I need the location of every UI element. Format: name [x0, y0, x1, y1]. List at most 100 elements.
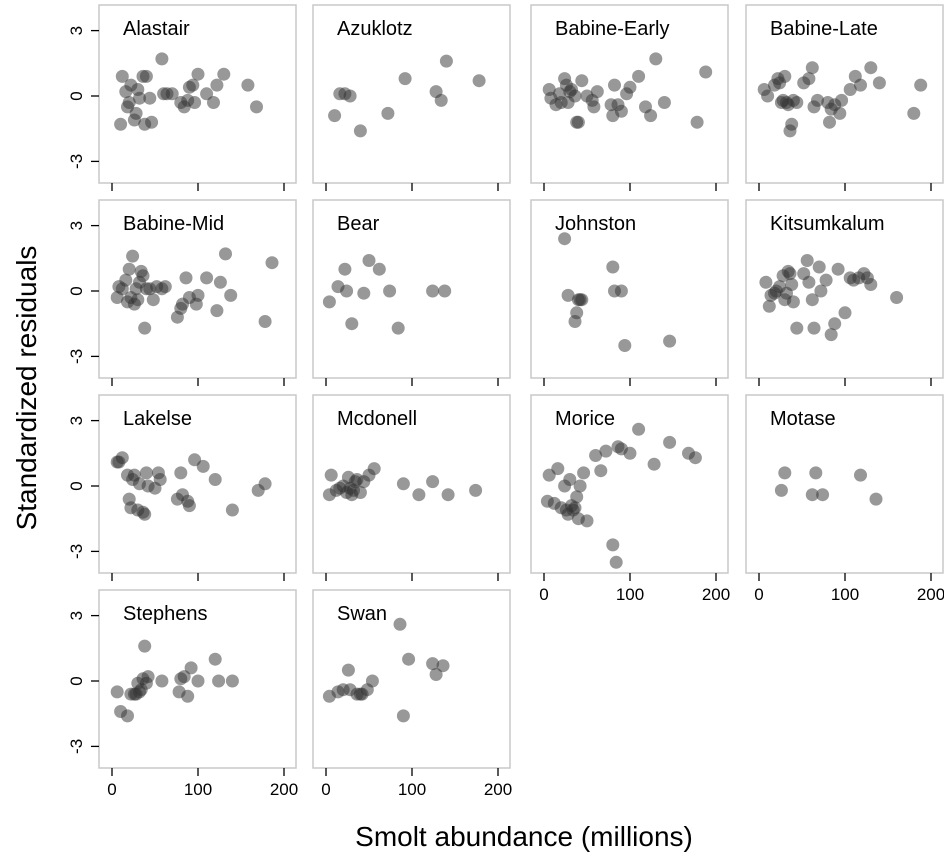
y-tick-label: -3	[67, 544, 86, 559]
x-tick-label: 0	[107, 780, 116, 799]
data-point	[210, 78, 224, 92]
data-point	[761, 89, 775, 103]
data-point	[196, 459, 210, 473]
data-point	[606, 538, 620, 552]
data-point	[838, 306, 852, 320]
data-point	[219, 247, 232, 261]
y-tick-label: 0	[67, 91, 86, 100]
x-tick-label: 100	[184, 780, 212, 799]
data-point	[587, 100, 601, 114]
y-tick-label: -3	[67, 739, 86, 754]
data-point	[778, 466, 792, 480]
data-point	[778, 69, 792, 83]
data-point	[575, 293, 589, 307]
data-point	[131, 293, 145, 307]
panel-morice: Morice 0 100 200	[530, 394, 730, 604]
data-point	[438, 284, 452, 298]
data-point	[343, 89, 357, 103]
x-tick-label: 200	[917, 585, 944, 604]
data-point	[398, 72, 412, 86]
y-tick-label: -3	[67, 154, 86, 169]
data-point	[786, 295, 800, 309]
panel-azuklotz: Azuklotz	[312, 4, 511, 191]
data-point	[136, 269, 150, 283]
panel-title: Swan	[337, 603, 387, 625]
data-point	[575, 74, 589, 88]
data-point	[914, 78, 928, 92]
data-point	[816, 488, 830, 502]
y-axis-title: Standardized residuals	[11, 246, 42, 531]
data-point	[200, 271, 214, 285]
data-point	[186, 78, 200, 92]
data-point	[362, 254, 376, 267]
data-point	[762, 299, 776, 313]
data-point	[179, 271, 193, 285]
data-point	[824, 328, 838, 342]
panel-title: Lakelse	[123, 408, 192, 430]
data-point	[177, 670, 191, 684]
data-point	[802, 275, 816, 289]
panel-title: Babine-Early	[555, 18, 670, 40]
data-point	[573, 479, 587, 493]
data-point	[426, 657, 440, 671]
data-point	[647, 457, 661, 471]
data-point	[367, 462, 381, 476]
data-point	[155, 674, 169, 688]
data-point	[146, 293, 160, 307]
x-tick-label: 100	[616, 585, 644, 604]
data-point	[121, 709, 134, 723]
data-point	[133, 91, 146, 105]
data-point	[353, 124, 367, 138]
y-tick-label: 3	[67, 221, 86, 230]
data-point	[590, 85, 604, 99]
data-point	[805, 293, 819, 307]
data-point	[589, 449, 603, 462]
x-tick-label: 200	[702, 585, 730, 604]
data-point	[561, 288, 575, 302]
data-point	[426, 284, 440, 298]
data-point	[153, 473, 167, 486]
panel-title: Mcdonell	[337, 408, 417, 430]
data-point	[119, 273, 133, 287]
data-point	[191, 67, 205, 81]
panel-lakelse: Lakelse -3 0 3	[67, 394, 297, 581]
panel-alastair: Alastair -3 0 3	[67, 4, 297, 191]
data-point	[805, 488, 819, 502]
data-point	[469, 483, 483, 497]
data-point	[783, 267, 797, 281]
data-point	[785, 117, 799, 131]
data-point	[823, 115, 836, 129]
data-point	[426, 475, 440, 489]
x-tick-label: 200	[270, 780, 298, 799]
data-point	[365, 674, 379, 688]
data-point	[472, 74, 486, 88]
data-point	[811, 93, 824, 107]
data-point	[657, 96, 671, 109]
data-point	[138, 321, 152, 335]
data-point	[434, 93, 448, 107]
y-tick-label: 0	[67, 481, 86, 490]
data-point	[114, 117, 128, 131]
data-point	[599, 444, 613, 458]
data-point	[258, 477, 272, 491]
data-point	[835, 93, 849, 107]
data-point	[805, 61, 819, 75]
data-point	[436, 659, 450, 673]
data-point	[594, 464, 608, 478]
data-point	[854, 78, 867, 92]
data-point	[843, 83, 857, 96]
data-point	[800, 254, 814, 267]
data-point	[322, 295, 336, 309]
data-point	[618, 339, 632, 352]
panel-title: Babine-Mid	[123, 213, 224, 235]
y-tick-label: 3	[67, 611, 86, 620]
data-point	[819, 273, 833, 287]
data-point	[155, 52, 169, 66]
data-point	[139, 466, 153, 480]
data-point	[383, 284, 397, 298]
data-point	[412, 488, 426, 502]
panel-bear: Bear	[312, 199, 511, 386]
data-point	[831, 262, 845, 276]
data-point	[328, 109, 342, 123]
